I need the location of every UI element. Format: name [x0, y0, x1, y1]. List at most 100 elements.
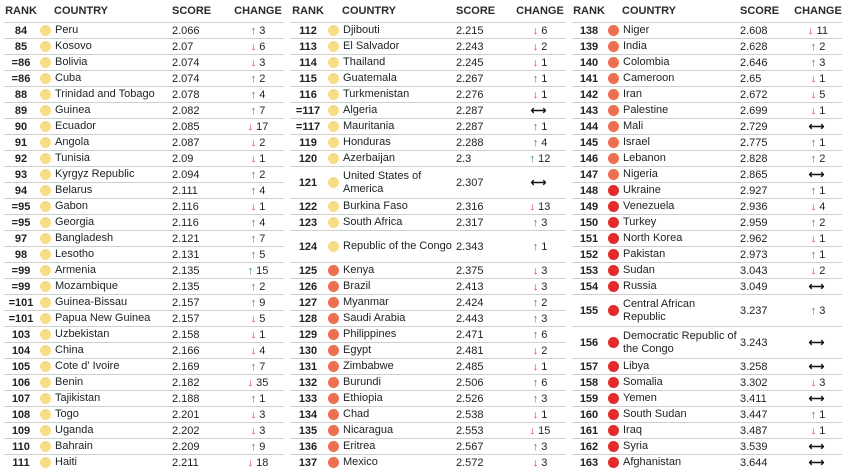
change-cell: ↓ 1: [794, 425, 842, 437]
table-row: 163 Afghanistan 3.644 ⟷: [572, 454, 842, 470]
peace-level-dot: [40, 297, 51, 308]
country-cell: Democratic Republic of the Congo: [606, 330, 740, 356]
peace-level-dot: [608, 105, 619, 116]
country-name: Djibouti: [343, 24, 380, 36]
change-value: 3: [541, 392, 548, 405]
table-row: 142 Iran 2.672 ↓ 5: [572, 86, 842, 102]
change-value: 1: [259, 152, 266, 165]
arrow-down-icon: ↓: [250, 136, 257, 149]
change-value: 1: [541, 72, 548, 85]
country-name: Sudan: [623, 264, 655, 276]
arrow-up-icon: ↑: [250, 216, 257, 229]
arrow-down-icon: ↓: [532, 408, 539, 421]
country-cell: Djibouti: [326, 24, 456, 37]
score-value: 2.506: [456, 376, 484, 389]
change-cell: ↓ 11: [794, 25, 842, 37]
country-cell: South Africa: [326, 216, 456, 229]
change-cell: ⟷: [794, 168, 842, 181]
rank-value: 111: [12, 456, 30, 469]
arrow-down-icon: ↓: [532, 264, 539, 277]
rank-value: 106: [11, 376, 31, 389]
rank-value: =95: [11, 216, 31, 229]
country-name: Azerbaijan: [343, 152, 395, 164]
rank-value: 112: [299, 24, 317, 37]
header-score: SCORE: [172, 5, 212, 17]
arrow-up-icon: ↑: [532, 376, 539, 389]
score-value: 2.485: [456, 360, 484, 373]
table-header: RANK COUNTRY SCORE CHANGE: [290, 0, 566, 22]
peace-level-dot: [40, 121, 51, 132]
score-value: 2.672: [740, 88, 768, 101]
country-name: El Salvador: [343, 40, 400, 52]
change-value: 4: [259, 184, 266, 197]
peace-level-dot: [608, 393, 619, 404]
table-row: 153 Sudan 3.043 ↓ 2: [572, 262, 842, 278]
table-row: 105 Cote d' Ivoire 2.169 ↑ 7: [4, 358, 284, 374]
rank-value: 161: [579, 424, 599, 437]
table-row: =117 Algeria 2.287 ⟷: [290, 102, 566, 118]
change-value: 2: [259, 280, 266, 293]
table-row: 97 Bangladesh 2.121 ↑ 7: [4, 230, 284, 246]
change-value: 5: [259, 312, 266, 325]
arrow-down-icon: ↓: [250, 200, 257, 213]
peace-level-dot: [40, 169, 51, 180]
table-row: 104 China 2.166 ↓ 4: [4, 342, 284, 358]
rank-value: =86: [11, 72, 31, 85]
score-value: 2.111: [172, 184, 198, 197]
arrow-down-icon: ↓: [250, 40, 257, 53]
country-cell: Belarus: [38, 184, 172, 197]
country-name: Thailand: [343, 56, 386, 68]
table-row: 159 Yemen 3.411 ⟷: [572, 390, 842, 406]
peace-level-dot: [608, 169, 619, 180]
rank-value: 124: [298, 240, 318, 253]
change-cell: ↑ 1: [794, 185, 842, 197]
peace-level-dot: [608, 249, 619, 260]
change-cell: ↓ 2: [232, 137, 284, 149]
peace-level-dot: [328, 153, 339, 164]
table-row: 133 Ethiopia 2.526 ↑ 3: [290, 390, 566, 406]
arrow-down-icon: ↓: [250, 424, 257, 437]
table-row: 128 Saudi Arabia 2.443 ↑ 3: [290, 310, 566, 326]
country-name: Burundi: [343, 376, 381, 388]
change-cell: ↓ 1: [514, 57, 566, 69]
rank-value: 113: [299, 40, 317, 53]
country-cell: Saudi Arabia: [326, 312, 456, 325]
country-name: Cuba: [55, 72, 82, 84]
table-row: 134 Chad 2.538 ↓ 1: [290, 406, 566, 422]
peace-level-dot: [328, 441, 339, 452]
country-name: Guinea: [55, 104, 91, 116]
change-cell: ↑ 3: [794, 57, 842, 69]
peace-level-dot: [40, 345, 51, 356]
change-cell: ↓ 5: [794, 89, 842, 101]
country-cell: Trinidad and Tobago: [38, 88, 172, 101]
score-value: 2.166: [172, 344, 200, 357]
country-cell: Turkmenistan: [326, 88, 456, 101]
arrow-down-icon: ↓: [250, 312, 257, 325]
change-value: 7: [259, 232, 266, 245]
country-name: Pakistan: [623, 248, 666, 260]
score-value: 2.082: [172, 104, 200, 117]
score-value: 2.538: [456, 408, 484, 421]
country-cell: Cameroon: [606, 72, 740, 85]
peace-level-dot: [328, 393, 339, 404]
table-row: 126 Brazil 2.413 ↓ 3: [290, 278, 566, 294]
country-name: Georgia: [55, 216, 95, 228]
rank-value: 162: [579, 440, 599, 453]
country-name: Lesotho: [55, 248, 95, 260]
change-value: 4: [541, 136, 548, 149]
rank-value: 159: [579, 392, 599, 405]
rank-value: 153: [579, 264, 599, 277]
score-value: 2.3: [456, 152, 472, 165]
rank-value: 121: [298, 176, 318, 189]
arrow-up-icon: ↑: [250, 88, 257, 101]
table-row: 90 Ecuador 2.085 ↓ 17: [4, 118, 284, 134]
table-row: 162 Syria 3.539 ⟷: [572, 438, 842, 454]
arrow-left-right-icon: ⟷: [808, 361, 825, 373]
table-row: =99 Armenia 2.135 ↑ 15: [4, 262, 284, 278]
rank-value: 137: [298, 456, 318, 469]
country-cell: Papua New Guinea: [38, 312, 172, 325]
peace-level-dot: [608, 233, 619, 244]
country-name: Iraq: [623, 424, 642, 436]
change-value: 15: [256, 264, 269, 277]
peace-level-dot: [40, 441, 51, 452]
